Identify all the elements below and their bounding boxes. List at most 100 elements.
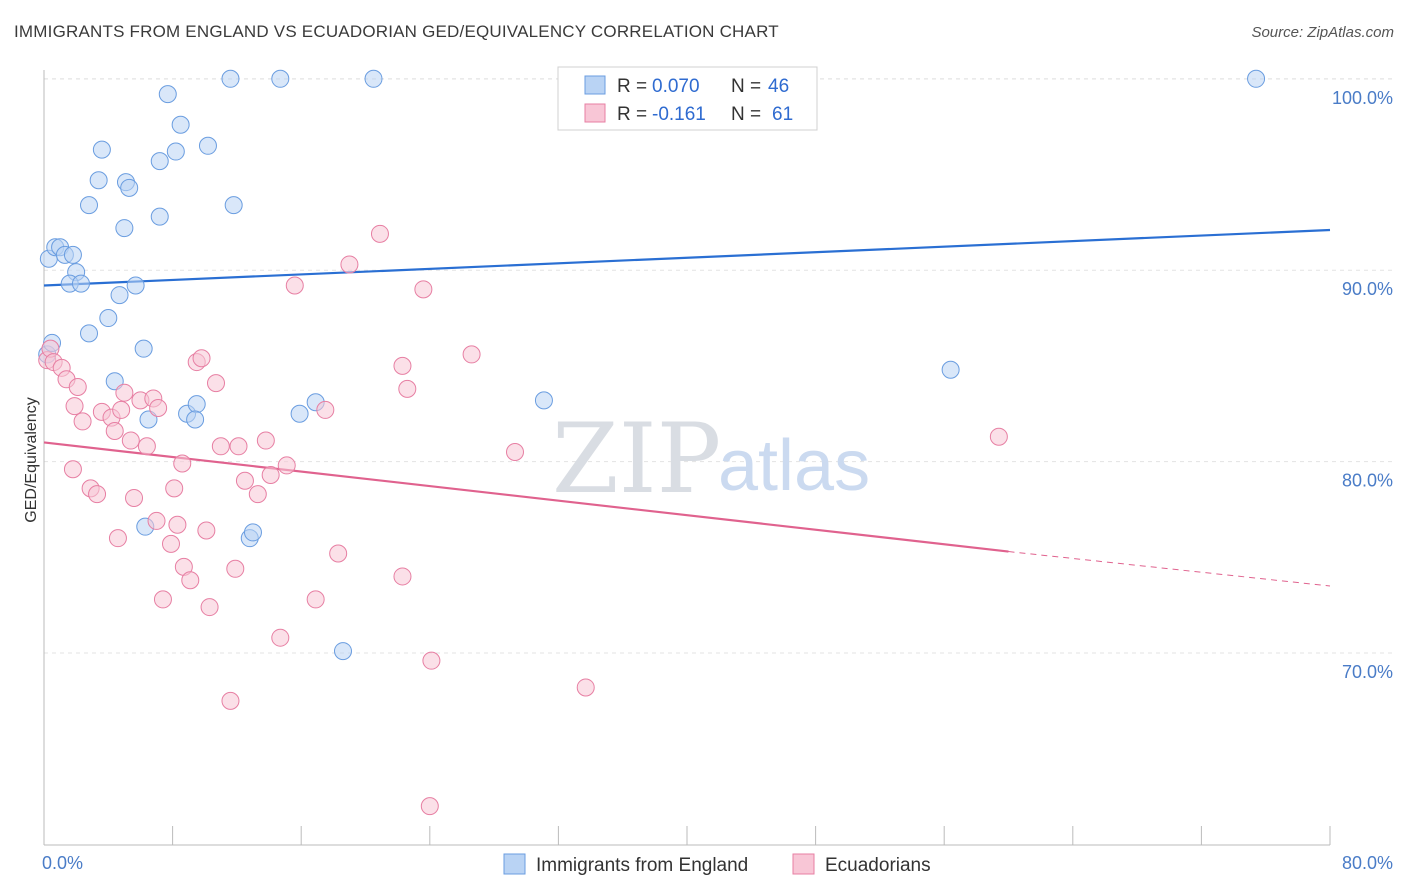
point-ecuador (173, 454, 192, 473)
point-ecuador (125, 488, 144, 507)
point-ecuador (226, 559, 245, 578)
point-ecuador (168, 515, 187, 534)
x-tick-label: 0.0% (42, 853, 83, 873)
point-ecuador (137, 437, 156, 456)
watermark-atlas: atlas (718, 426, 870, 506)
y-axis-title: GED/Equivalency (23, 397, 40, 522)
point-ecuador (393, 356, 412, 375)
point-ecuador (505, 443, 524, 462)
point-england (134, 339, 153, 358)
point-ecuador (340, 255, 359, 274)
point-england (187, 395, 206, 414)
legend-n-label-ecuador: N = (731, 104, 761, 125)
point-england (92, 140, 111, 159)
point-england (89, 171, 108, 190)
point-ecuador (398, 379, 417, 398)
legend-swatch-england-bottom (503, 853, 526, 875)
y-tick-labels: 70.0% 80.0% 90.0% 100.0% (1332, 88, 1393, 682)
point-ecuador (108, 529, 127, 548)
watermark-zip: ZIP (552, 403, 721, 515)
point-england (198, 136, 217, 155)
point-ecuador (192, 349, 211, 368)
point-ecuador (153, 590, 172, 609)
point-ecuador (207, 374, 226, 393)
legend-r-value-ecuador: -0.161 (652, 104, 706, 125)
point-england (171, 115, 190, 134)
point-england (139, 410, 158, 429)
trend-line-ecuador (43, 441, 1009, 553)
legend-series: Immigrants from England Ecuadorians (503, 853, 931, 876)
point-ecuador (121, 431, 140, 450)
point-ecuador (211, 437, 230, 456)
point-ecuador (306, 590, 325, 609)
point-ecuador (277, 456, 296, 475)
legend-n-value-ecuador: 61 (772, 104, 793, 125)
legend-n-label-england: N = (731, 76, 761, 97)
point-england (80, 196, 99, 215)
legend-label-ecuador: Ecuadorians (825, 855, 931, 876)
point-ecuador (161, 534, 180, 553)
point-ecuador (229, 437, 248, 456)
point-ecuador (576, 678, 595, 697)
legend-swatch-ecuador-bottom (792, 853, 815, 875)
x-tick-labels: 0.0% 80.0% (42, 853, 1393, 873)
point-england (99, 309, 118, 328)
point-ecuador (989, 427, 1008, 446)
point-england (1247, 69, 1266, 88)
point-england (224, 196, 243, 215)
point-ecuador (149, 399, 168, 418)
source-credit: Source: ZipAtlas.com (1251, 24, 1394, 41)
point-england (80, 324, 99, 343)
legend-r-label-england: R = (617, 76, 647, 97)
point-england (158, 85, 177, 104)
point-england (150, 152, 169, 171)
point-ecuador (197, 521, 216, 540)
legend-r-value-england: 0.070 (652, 76, 700, 97)
point-england (115, 219, 134, 238)
point-ecuador (261, 465, 280, 484)
trend-line-ecuador (1008, 551, 1331, 587)
axes (43, 70, 1331, 846)
point-ecuador (88, 485, 107, 504)
point-england (186, 410, 205, 429)
legend-label-england: Immigrants from England (536, 855, 748, 876)
point-england (941, 360, 960, 379)
point-ecuador (73, 412, 92, 431)
point-ecuador (420, 797, 439, 816)
point-england (63, 245, 82, 264)
y-tick-label: 90.0% (1342, 279, 1393, 299)
y-tick-label: 70.0% (1342, 662, 1393, 682)
point-ecuador (248, 485, 267, 504)
point-ecuador (414, 280, 433, 299)
point-ecuador (147, 511, 166, 530)
legend-swatch-england (584, 75, 606, 95)
point-ecuador (68, 377, 87, 396)
point-ecuador (65, 397, 84, 416)
point-england (221, 69, 240, 88)
point-ecuador (422, 651, 441, 670)
point-ecuador (181, 571, 200, 590)
point-england (150, 207, 169, 226)
legend-n-value-england: 46 (768, 76, 789, 97)
point-england (71, 274, 90, 293)
point-england (364, 69, 383, 88)
legend-r-label-ecuador: R = (617, 104, 647, 125)
point-england (105, 372, 124, 391)
point-england (290, 404, 309, 423)
point-ecuador (393, 567, 412, 586)
point-ecuador (115, 383, 134, 402)
point-england (110, 286, 129, 305)
point-england (534, 391, 553, 410)
point-ecuador (256, 431, 275, 450)
point-ecuador (329, 544, 348, 563)
point-ecuador (63, 460, 82, 479)
chart-title: IMMIGRANTS FROM ENGLAND VS ECUADORIAN GE… (14, 22, 779, 41)
point-ecuador (285, 276, 304, 295)
legend-swatch-ecuador (584, 103, 606, 123)
point-england (166, 142, 185, 161)
x-tick-label: 80.0% (1342, 853, 1393, 873)
point-england (120, 178, 139, 197)
point-ecuador (200, 598, 219, 617)
watermark: ZIP atlas (552, 403, 870, 515)
